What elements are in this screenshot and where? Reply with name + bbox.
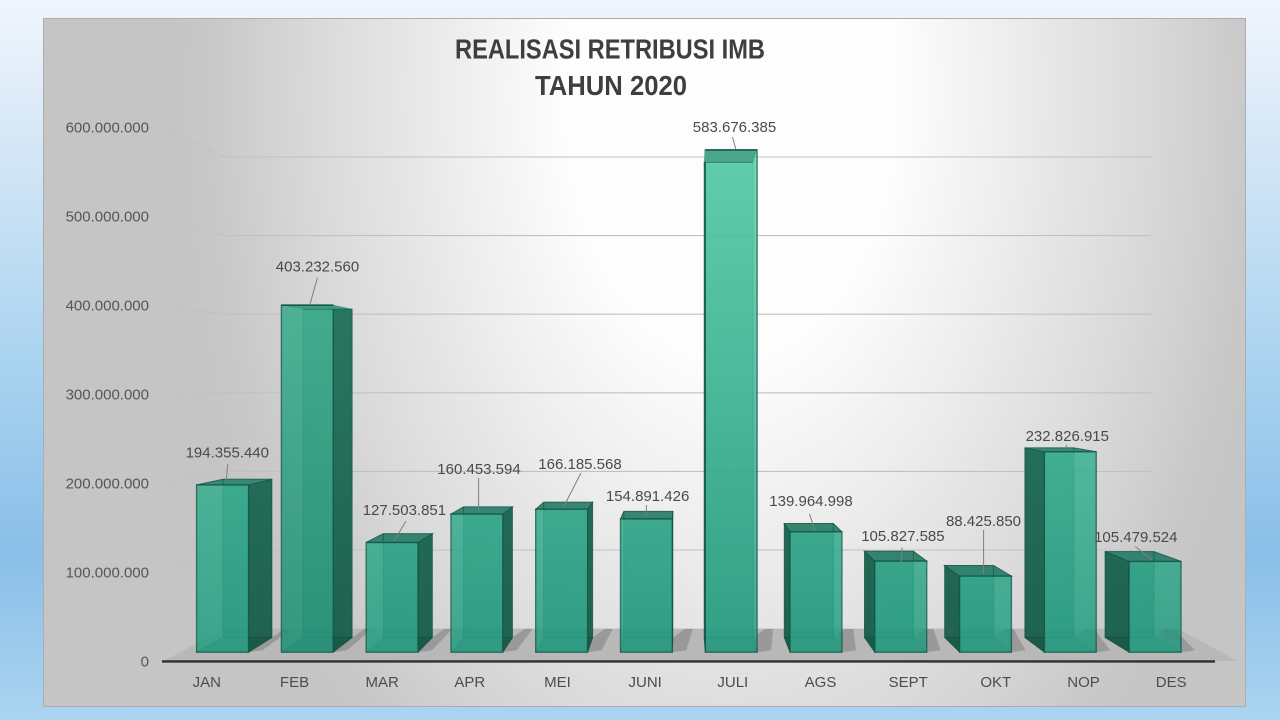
svg-text:194.355.440: 194.355.440 (186, 445, 269, 462)
svg-text:FEB: FEB (280, 674, 309, 691)
svg-text:100.000.000: 100.000.000 (66, 565, 149, 582)
svg-text:154.891.426: 154.891.426 (606, 488, 689, 505)
svg-text:403.232.560: 403.232.560 (276, 258, 359, 275)
svg-text:NOP: NOP (1067, 674, 1100, 691)
svg-text:APR: APR (454, 674, 485, 691)
svg-text:DES: DES (1156, 674, 1187, 691)
svg-text:OKT: OKT (980, 674, 1011, 691)
svg-text:88.425.850: 88.425.850 (946, 513, 1021, 530)
svg-text:166.185.568: 166.185.568 (538, 456, 621, 473)
svg-text:127.503.851: 127.503.851 (363, 502, 446, 519)
svg-text:500.000.000: 500.000.000 (66, 209, 149, 226)
svg-text:200.000.000: 200.000.000 (66, 476, 149, 493)
svg-text:400.000.000: 400.000.000 (66, 298, 149, 315)
svg-text:MEI: MEI (544, 674, 571, 691)
svg-text:JAN: JAN (193, 674, 221, 691)
svg-text:160.453.594: 160.453.594 (437, 461, 520, 478)
svg-text:105.827.585: 105.827.585 (861, 528, 944, 545)
svg-text:JULI: JULI (717, 674, 748, 691)
svg-text:139.964.998: 139.964.998 (769, 493, 852, 510)
svg-text:0: 0 (141, 654, 149, 671)
svg-text:583.676.385: 583.676.385 (693, 119, 776, 136)
svg-text:232.826.915: 232.826.915 (1026, 428, 1109, 445)
svg-text:TAHUN 2020: TAHUN 2020 (535, 70, 687, 101)
svg-text:300.000.000: 300.000.000 (66, 387, 149, 404)
svg-text:MAR: MAR (366, 674, 400, 691)
svg-text:600.000.000: 600.000.000 (66, 120, 149, 137)
svg-text:105.479.524: 105.479.524 (1094, 529, 1177, 546)
svg-text:SEPT: SEPT (889, 674, 928, 691)
svg-text:REALISASI RETRIBUSI IMB: REALISASI RETRIBUSI IMB (455, 34, 765, 65)
svg-text:AGS: AGS (805, 674, 837, 691)
svg-text:JUNI: JUNI (629, 674, 662, 691)
